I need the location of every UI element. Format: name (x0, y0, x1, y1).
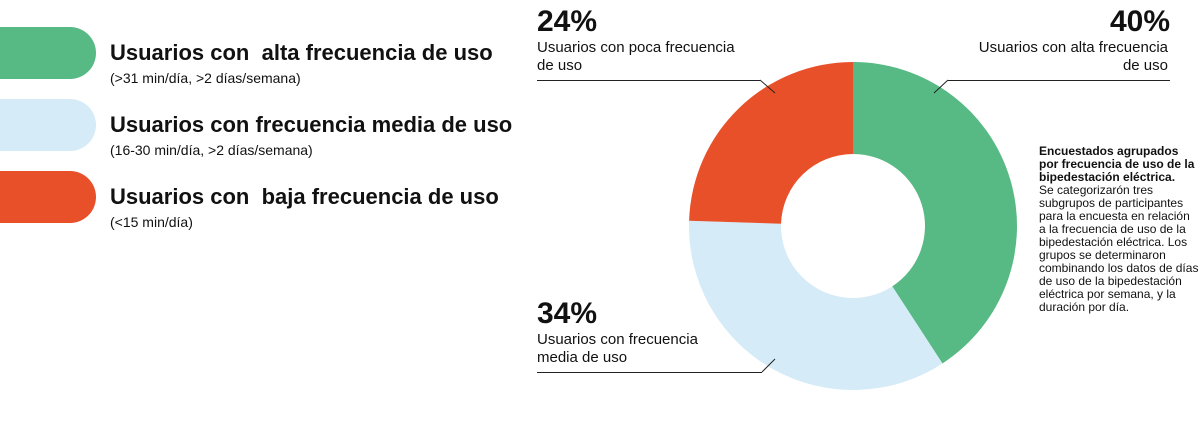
leader-high-line (948, 80, 1170, 81)
callout-high-label: Usuarios con alta frecuencia de uso (978, 39, 1168, 74)
legend-swatch-high (0, 27, 96, 79)
donut-slice-low (689, 62, 853, 224)
legend-swatch-medium (0, 99, 96, 151)
callout-medium-label: Usuarios con frecuencia media de uso (537, 331, 698, 366)
side-note-body: Se categorizarón tres subgrupos de parti… (1039, 183, 1199, 314)
legend-sub-high: (>31 min/día, >2 días/semana) (110, 70, 301, 86)
callout-low-label: Usuarios con poca frecuencia de uso (537, 39, 735, 74)
donut-slice-high (853, 62, 1017, 364)
leader-medium-line (537, 372, 762, 373)
legend-swatch-low (0, 171, 96, 223)
legend-sub-low: (<15 min/día) (110, 214, 193, 230)
leader-high-diag (933, 79, 949, 94)
side-note-title: Encuestados agrupados por frecuencia de … (1039, 144, 1195, 184)
leader-low-line (537, 80, 760, 81)
legend-label-medium: Usuarios con frecuencia media de uso (110, 112, 513, 137)
leader-medium-diag (761, 358, 776, 373)
pct-medium: 34% (537, 297, 598, 330)
donut-slice-medium (689, 220, 943, 390)
pct-high: 40% (1109, 5, 1170, 38)
side-note: Encuestados agrupados por frecuencia de … (1039, 145, 1199, 314)
legend-label-low: Usuarios con baja frecuencia de uso (110, 184, 499, 209)
leader-low-diag (759, 79, 776, 94)
pct-low: 24% (537, 5, 598, 38)
legend-label-high: Usuarios con alta frecuencia de uso (110, 40, 493, 65)
legend-sub-medium: (16-30 min/día, >2 días/semana) (110, 142, 313, 158)
